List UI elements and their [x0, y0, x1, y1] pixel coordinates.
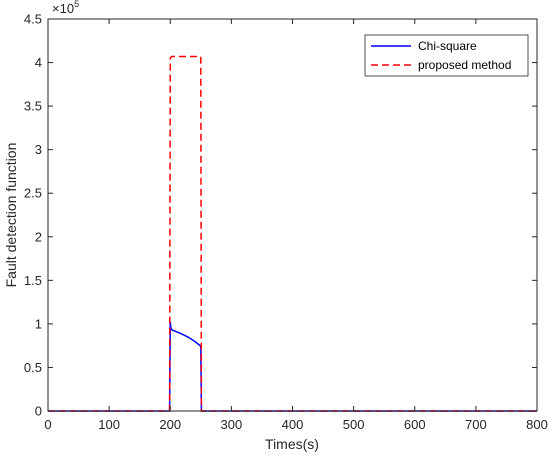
- y-tick-label: 1.5: [24, 273, 42, 288]
- x-axis-title: Times(s): [265, 436, 319, 452]
- x-tick-label: 400: [282, 417, 304, 432]
- y-tick-label: 3: [35, 142, 42, 157]
- legend: Chi-square proposed method: [364, 34, 529, 77]
- x-tick-label: 600: [404, 417, 426, 432]
- legend-label-proposed-method: proposed method: [418, 58, 511, 72]
- legend-label-chi-square: Chi-square: [418, 39, 477, 53]
- x-tick-label: 300: [221, 417, 243, 432]
- y-tick-label: 2: [35, 229, 42, 244]
- y-tick-label: 0.5: [24, 360, 42, 375]
- plot-area: [48, 19, 537, 411]
- x-tick-label: 700: [465, 417, 487, 432]
- y-tick-label: 3.5: [24, 99, 42, 114]
- ticks-layer: 0 100 200 300 400 500 600 700 800 0 0.5 1 1.5 2 2.5 3 3.…: [24, 12, 548, 433]
- y-tick-label: 0: [35, 404, 42, 419]
- legend-box: [364, 34, 529, 77]
- y-exponent: ×105: [52, 0, 79, 16]
- y-tick-label: 4.5: [24, 12, 42, 27]
- x-tick-label: 100: [98, 417, 120, 432]
- y-tick-label: 2.5: [24, 186, 42, 201]
- y-tick-label: 4: [35, 55, 42, 70]
- x-tick-label: 800: [526, 417, 548, 432]
- x-tick-label: 0: [44, 417, 51, 432]
- y-axis-title: Fault detection function: [3, 143, 19, 288]
- y-tick-label: 1: [35, 316, 42, 331]
- x-tick-label: 500: [343, 417, 365, 432]
- x-tick-label: 200: [159, 417, 181, 432]
